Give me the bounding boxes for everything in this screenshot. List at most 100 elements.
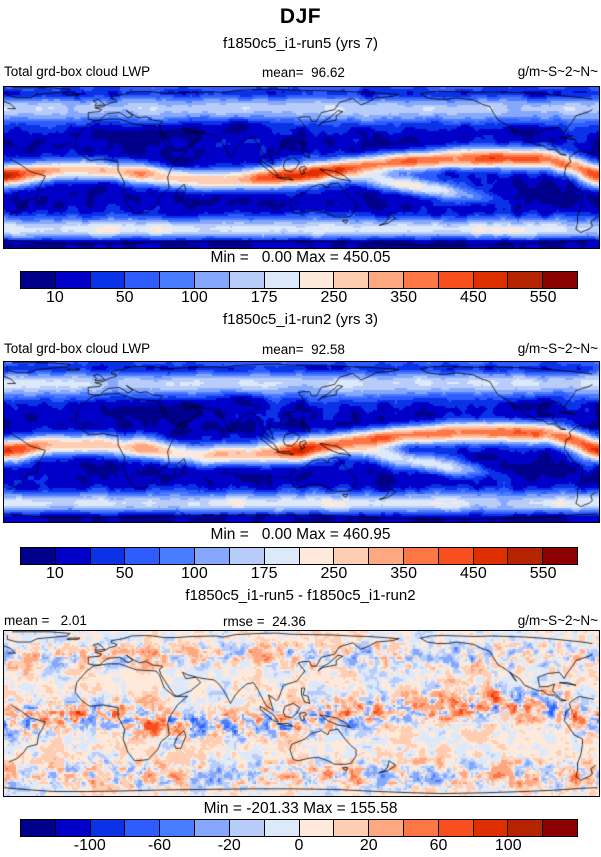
map-difference [3, 630, 600, 797]
colorbar-tick-label: 450 [460, 565, 487, 582]
colorbar-segment [333, 820, 369, 836]
colorbar-segment [298, 820, 334, 836]
colorbar-segment [333, 548, 369, 564]
colorbar-segment [263, 548, 299, 564]
colorbar-segment [298, 272, 334, 288]
colorbar-segment [368, 548, 403, 564]
panel1-minmax-label: Min = 0.00 Max = 450.05 [210, 249, 391, 266]
panel2-minmax-label: Min = 0.00 Max = 460.95 [210, 526, 391, 543]
colorbar-segment [159, 272, 195, 288]
colorbar-segment [159, 820, 195, 836]
panel2-units-label: g/m~S~2~N~ [517, 341, 598, 356]
colorbar-segment [437, 820, 473, 836]
colorbar-segment [472, 820, 508, 836]
colorbar-tick-label: 60 [429, 837, 448, 854]
colorbar-segment [124, 820, 160, 836]
panel2-subtitle: f1850c5_i1-run2 (yrs 3) [222, 311, 379, 328]
colorbar-segment [124, 272, 160, 288]
colorbar-segment [54, 272, 90, 288]
colorbar-segment [542, 272, 577, 288]
panel3-colorbar-ticks: -100 -60 -20 0 20 60 100 [20, 837, 578, 856]
colorbar-segment [21, 548, 55, 564]
colorbar-segment [263, 820, 299, 836]
panel1-colorbar [20, 271, 578, 289]
colorbar-segment [472, 548, 508, 564]
panel1-field-label: Total grd-box cloud LWP [4, 64, 151, 79]
colorbar-segment [89, 272, 125, 288]
colorbar-segment [507, 820, 543, 836]
panel2-colorbar [20, 547, 578, 565]
colorbar-tick-label: 100 [494, 837, 522, 854]
colorbar-segment [542, 820, 577, 836]
colorbar-tick-label: 350 [390, 289, 417, 306]
colorbar-segment [263, 272, 299, 288]
colorbar-segment [54, 548, 90, 564]
colorbar-segment [54, 820, 90, 836]
colorbar-segment [472, 272, 508, 288]
panel3-minmax-label: Min = -201.33 Max = 155.58 [203, 800, 398, 817]
panel1-mean-label: mean= 96.62 [262, 65, 345, 80]
colorbar-segment [194, 548, 229, 564]
colorbar-segment [194, 272, 229, 288]
colorbar-segment [437, 548, 473, 564]
colorbar-tick-label: 550 [529, 565, 557, 582]
colorbar-segment [228, 820, 264, 836]
panel3-subtitle: f1850c5_i1-run5 - f1850c5_i1-run2 [185, 587, 416, 604]
colorbar-segment [368, 820, 403, 836]
colorbar-tick-label: 100 [181, 565, 208, 582]
season-title: DJF [279, 5, 322, 28]
colorbar-tick-label: 175 [250, 565, 278, 582]
colorbar-segment [194, 820, 229, 836]
panel2-header-row: Total grd-box cloud LWP mean= 92.58 g/m~… [0, 341, 601, 359]
colorbar-tick-label: 50 [115, 289, 134, 306]
colorbar-segment [159, 548, 195, 564]
panel1-subtitle: f1850c5_i1-run5 (yrs 7) [222, 35, 379, 52]
panel3-rmse-label: rmse = 24.36 [223, 614, 306, 629]
colorbar-tick-label: 20 [359, 837, 378, 854]
colorbar-tick-label: -100 [73, 837, 106, 854]
colorbar-segment [21, 272, 55, 288]
colorbar-segment [124, 548, 160, 564]
colorbar-segment [507, 272, 543, 288]
colorbar-segment [89, 548, 125, 564]
colorbar-segment [21, 820, 55, 836]
colorbar-segment [402, 272, 438, 288]
colorbar-tick-label: 0 [294, 837, 304, 854]
panel1-header-row: Total grd-box cloud LWP mean= 96.62 g/m~… [0, 64, 601, 82]
panel2-colorbar-ticks: 10 50 100 175 250 350 450 550 [20, 565, 578, 584]
colorbar-tick-label: 100 [181, 289, 208, 306]
colorbar-segment [333, 272, 369, 288]
panel3-mean-label: mean = 2.01 [4, 613, 87, 628]
colorbar-segment [542, 548, 577, 564]
colorbar-segment [437, 272, 473, 288]
colorbar-tick-label: 250 [320, 289, 348, 306]
colorbar-segment [228, 272, 264, 288]
panel3-header-row: mean = 2.01 rmse = 24.36 g/m~S~2~N~ [0, 613, 601, 631]
colorbar-tick-label: -20 [217, 837, 241, 854]
colorbar-segment [368, 272, 403, 288]
colorbar-tick-label: 450 [460, 289, 487, 306]
colorbar-segment [228, 548, 264, 564]
colorbar-tick-label: 350 [390, 565, 417, 582]
panel1-colorbar-ticks: 10 50 100 175 250 350 450 550 [20, 289, 578, 308]
colorbar-segment [89, 820, 125, 836]
panel3-units-label: g/m~S~2~N~ [517, 613, 598, 628]
colorbar-segment [507, 548, 543, 564]
colorbar-tick-label: -60 [147, 837, 172, 854]
panel1-units-label: g/m~S~2~N~ [517, 64, 598, 79]
colorbar-tick-label: 550 [529, 289, 557, 306]
map-run2 [3, 361, 600, 523]
colorbar-tick-label: 10 [45, 289, 64, 306]
colorbar-tick-label: 175 [250, 289, 278, 306]
colorbar-tick-label: 10 [45, 565, 64, 582]
panel2-field-label: Total grd-box cloud LWP [4, 341, 151, 356]
colorbar-tick-label: 250 [320, 565, 348, 582]
colorbar-segment [298, 548, 334, 564]
colorbar-segment [402, 820, 438, 836]
panel3-colorbar [20, 819, 578, 837]
colorbar-tick-label: 50 [115, 565, 134, 582]
map-run5 [3, 86, 600, 249]
panel2-mean-label: mean= 92.58 [262, 342, 345, 357]
colorbar-segment [402, 548, 438, 564]
